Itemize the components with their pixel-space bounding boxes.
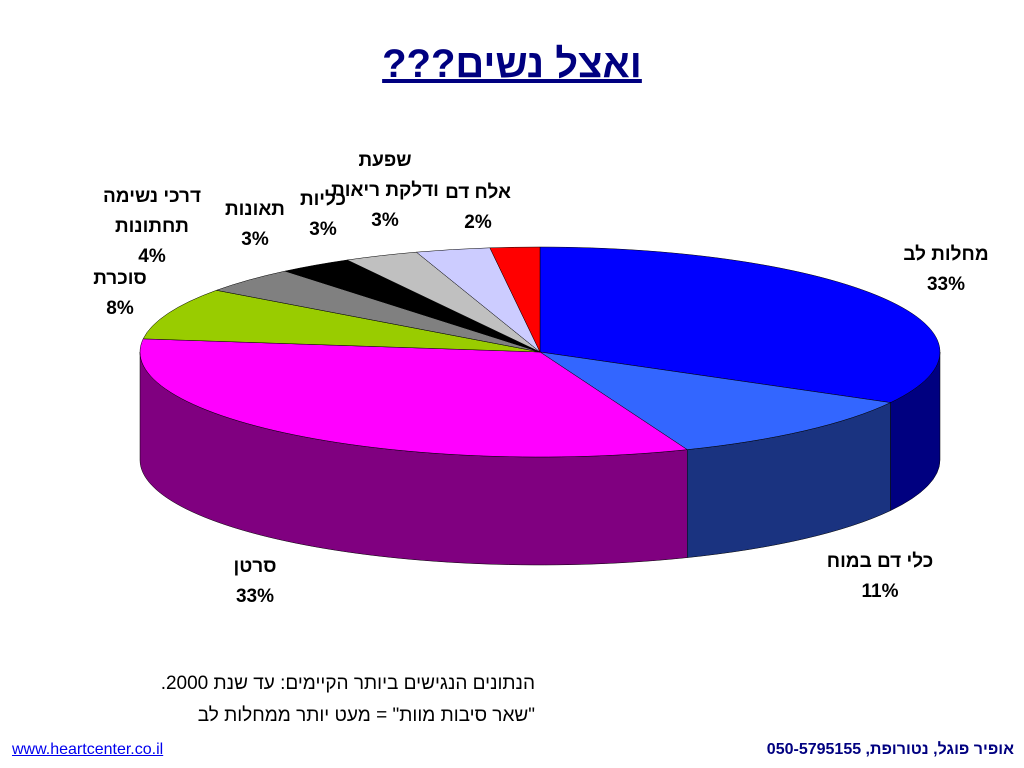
value-label: 3%	[309, 219, 337, 240]
value-label: 8%	[106, 298, 134, 319]
category-label: כליות	[299, 189, 347, 210]
link[interactable]: www.heartcenter.co.il	[12, 741, 164, 758]
slice	[489, 246, 541, 353]
value-label: 2%	[464, 212, 492, 233]
note: "שאר סיבות מוות" = מעט יותר ממחלות לב	[197, 705, 535, 726]
value-label: 3%	[371, 210, 399, 231]
slice-label: תאונות 3%	[215, 195, 295, 255]
value-label: 33%	[235, 586, 275, 607]
category-label: מחלות לב	[903, 244, 989, 265]
category-label: סוכרת	[93, 268, 147, 289]
slice-label: סוכרת 8%	[70, 264, 170, 324]
slice-label: כליות 3%	[288, 185, 358, 245]
value-label: 11%	[861, 581, 899, 602]
slice-label: סרטן 33%	[195, 552, 315, 612]
note: הנתונים הנגישים ביותר הקיימים: עד שנת 20…	[160, 673, 535, 694]
slice	[139, 338, 688, 458]
value-label: 3%	[241, 229, 269, 250]
chart-title: ואצל נשים???	[382, 42, 642, 86]
slice	[539, 246, 941, 403]
category-label: שפעת ודלקת ריאות	[331, 150, 439, 201]
slice-label: כלי דם במוח 11%	[800, 547, 960, 607]
slice-label: דרכי נשימה תחתונות 4%	[87, 182, 217, 272]
category-label: תאונות	[225, 199, 285, 220]
slice-label: מחלות לב 33%	[886, 240, 1006, 300]
slice-label: שפעת ודלקת ריאות 3%	[330, 146, 440, 236]
category-label: סרטן	[233, 556, 277, 577]
slice	[539, 351, 892, 450]
value-label: 4%	[138, 246, 166, 267]
credit: אופיר פוגל, נטורופת, 050-5795155	[766, 741, 1014, 758]
category-label: כלי דם במוח	[826, 551, 934, 572]
slice-label: אלח דם 2%	[433, 178, 523, 238]
category-label: אלח דם	[445, 182, 511, 203]
category-label: דרכי נשימה תחתונות	[102, 186, 202, 237]
slice	[142, 290, 541, 353]
value-label: 33%	[926, 274, 966, 295]
